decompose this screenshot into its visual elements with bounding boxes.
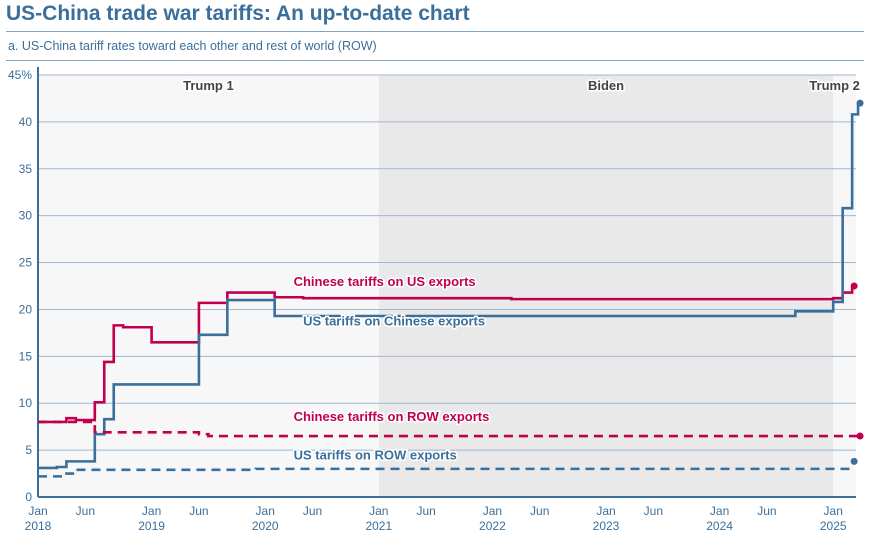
x-tick-label: Jun (530, 504, 549, 518)
y-tick-label: 5 (25, 443, 32, 457)
x-tick-year: 2018 (25, 519, 52, 533)
end-marker (850, 457, 858, 465)
period-label: Trump 1 (183, 78, 234, 93)
series-label: US tariffs on Chinese exports (303, 313, 485, 328)
x-tick-year: 2019 (138, 519, 165, 533)
x-tick-year: 2022 (479, 519, 506, 533)
x-tick-label: Jun (416, 504, 435, 518)
x-tick-year: 2025 (820, 519, 847, 533)
divider (6, 60, 864, 61)
y-tick-label: 40 (19, 115, 33, 129)
end-marker (856, 99, 864, 107)
x-tick-label: Jun (757, 504, 776, 518)
series-line (38, 420, 859, 438)
x-tick-year: 2020 (252, 519, 279, 533)
y-tick-label: 45% (8, 68, 32, 82)
series-label: Chinese tariffs on ROW exports (294, 409, 490, 424)
y-tick-label: 30 (19, 209, 33, 223)
x-tick-year: 2021 (365, 519, 392, 533)
page-title: US-China trade war tariffs: An up-to-dat… (6, 2, 470, 25)
chart-subtitle: a. US-China tariff rates toward each oth… (8, 39, 377, 53)
x-tick-year: 2023 (593, 519, 620, 533)
period-label: Trump 2 (809, 78, 860, 93)
x-tick-label: Jan (256, 504, 275, 518)
period-band (833, 75, 856, 497)
series-label: US tariffs on ROW exports (294, 447, 457, 462)
x-tick-label: Jun (303, 504, 322, 518)
period-label: Biden (588, 78, 624, 93)
x-tick-label: Jan (483, 504, 502, 518)
y-tick-label: 20 (19, 302, 33, 316)
x-tick-label: Jan (28, 504, 47, 518)
end-marker (850, 282, 858, 290)
x-tick-label: Jun (189, 504, 208, 518)
series-line (38, 467, 853, 478)
y-tick-label: 35 (19, 162, 33, 176)
x-tick-label: Jun (644, 504, 663, 518)
x-tick-label: Jan (824, 504, 843, 518)
y-tick-label: 25 (19, 256, 33, 270)
y-tick-label: 15 (19, 349, 33, 363)
x-tick-year: 2024 (706, 519, 733, 533)
x-tick-label: Jan (710, 504, 729, 518)
divider (6, 31, 864, 32)
y-tick-label: 0 (25, 490, 32, 504)
period-band (378, 75, 834, 497)
end-marker (856, 432, 864, 440)
y-tick-label: 10 (19, 396, 33, 410)
series-label: Chinese tariffs on US exports (294, 274, 476, 289)
x-tick-label: Jan (369, 504, 388, 518)
series-line (38, 103, 860, 470)
x-tick-label: Jan (142, 504, 161, 518)
x-tick-label: Jun (76, 504, 95, 518)
x-tick-label: Jan (596, 504, 615, 518)
